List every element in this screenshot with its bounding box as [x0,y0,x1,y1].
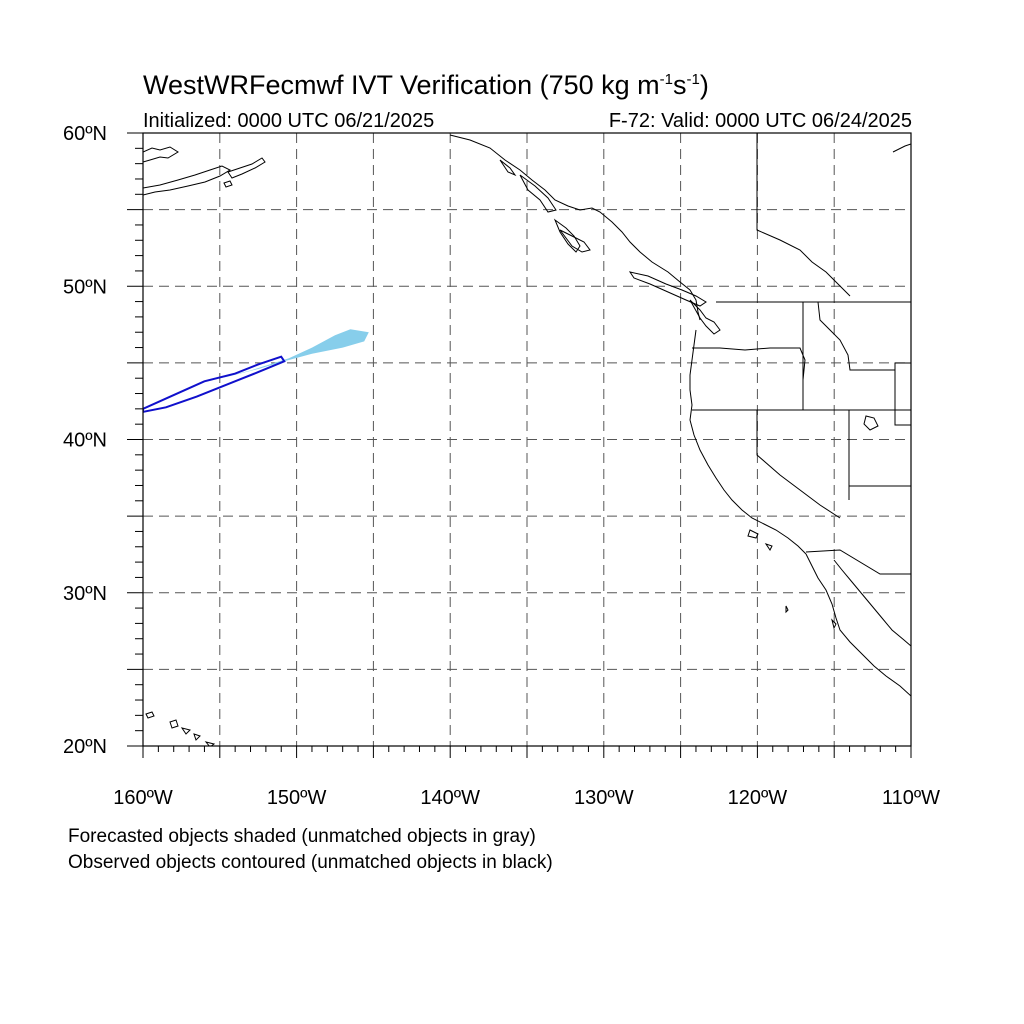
caption-observed: Observed objects contoured (unmatched ob… [68,852,553,873]
lat-label: 30ºN [63,583,107,605]
lat-label: 50ºN [63,276,107,298]
lon-label: 120ºW [728,787,788,809]
axis-ticks [127,132,912,758]
lat-label: 60ºN [63,123,107,145]
coastlines [143,133,911,746]
forecast-object-shaded [219,329,369,379]
lon-label: 140ºW [420,787,480,809]
lon-label: 160ºW [113,787,173,809]
observed-object-contour [143,355,286,413]
longitude-labels: 160ºW 150ºW 140ºW 130ºW 120ºW 110ºW [113,787,940,809]
map-title: WestWRFecmwf IVT Verification (750 kg m-… [143,70,709,100]
valid-time: F-72: Valid: 0000 UTC 06/24/2025 [608,110,912,132]
lat-label: 20ºN [63,736,107,758]
lon-label: 110ºW [882,787,940,809]
lon-label: 130ºW [574,787,634,809]
latitude-labels: 20ºN 30ºN 40ºN 50ºN 60ºN [63,123,107,758]
gridlines [143,133,911,746]
lon-label: 150ºW [267,787,327,809]
lat-label: 40ºN [63,430,107,452]
initialized-time: Initialized: 0000 UTC 06/21/2025 [143,110,435,132]
caption-forecast: Forecasted objects shaded (unmatched obj… [68,826,536,847]
plot-frame [142,132,912,747]
